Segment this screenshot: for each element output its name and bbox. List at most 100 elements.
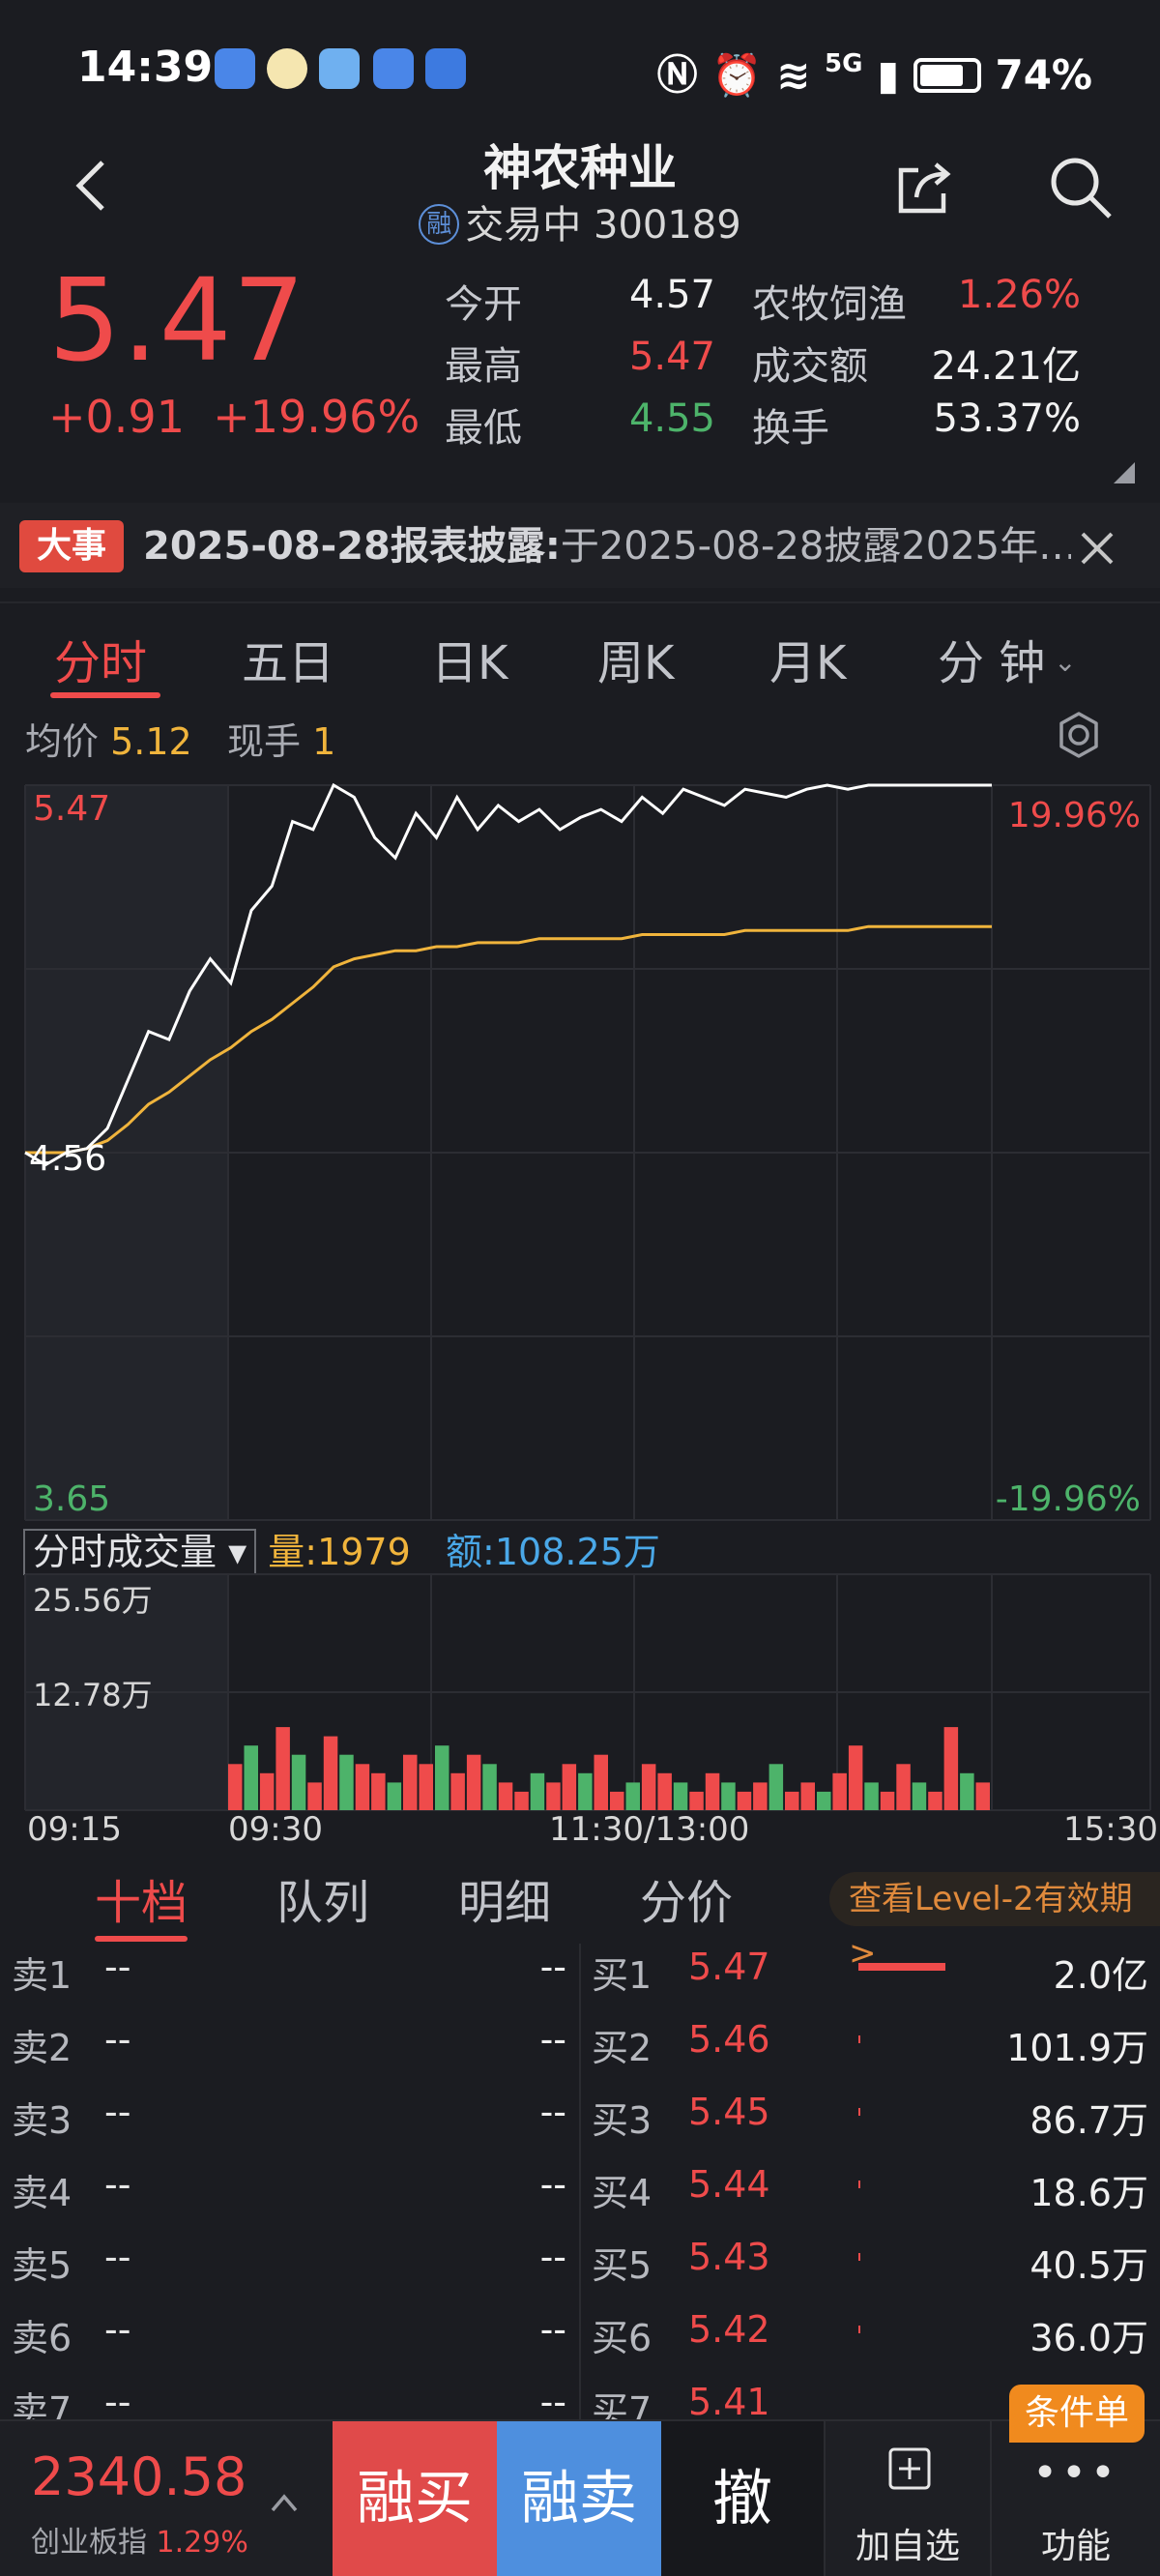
tab-monthly-k[interactable]: 月K xyxy=(769,636,847,690)
index-info: 创业板指 1.29% xyxy=(31,2518,248,2561)
tab-price-dist[interactable]: 分价 xyxy=(640,1876,734,1930)
tab-ten-levels[interactable]: 十档 xyxy=(95,1876,188,1930)
volume-chart[interactable]: 25.56万 12.78万 xyxy=(0,1566,1160,1818)
amt-value: 108.25万 xyxy=(494,1531,660,1573)
trade-status: 交易中 xyxy=(465,203,582,248)
honor-app-icon-2 xyxy=(373,48,414,89)
gear-icon[interactable] xyxy=(1054,710,1104,760)
ask-row-1[interactable]: 卖1 -- -- xyxy=(12,1946,566,2018)
bid-price: 5.45 xyxy=(688,2091,770,2133)
volume-bar xyxy=(864,1782,879,1810)
level2-button[interactable]: 查看Level-2有效期 > xyxy=(829,1872,1160,1973)
ask-row-2[interactable]: 卖2 -- -- xyxy=(12,2018,566,2091)
bid-row-1[interactable]: 买1 5.47 2.0亿 xyxy=(592,1946,1148,2018)
add-watchlist-button[interactable]: 加自选 xyxy=(824,2421,990,2576)
ask-row-3[interactable]: 卖3 -- -- xyxy=(12,2091,566,2163)
avg-label: 均价 xyxy=(25,720,100,763)
margin-sell-button[interactable]: 融卖 xyxy=(497,2421,661,2576)
ask-row-6[interactable]: 卖6 -- -- xyxy=(12,2308,566,2381)
tab-intraday[interactable]: 分时 xyxy=(54,636,148,690)
sector-label[interactable]: 农牧饲渔 xyxy=(752,282,907,327)
volume-bar xyxy=(975,1782,990,1810)
expand-quote-icon[interactable] xyxy=(1114,462,1135,483)
bid-row-6[interactable]: 买6 5.42 36.0万 xyxy=(592,2308,1148,2381)
hand-value: 1 xyxy=(312,720,336,763)
news-text[interactable]: 2025-08-28报表披露:于2025-08-28披露2025年… xyxy=(143,520,1071,572)
search-icon[interactable] xyxy=(1046,153,1116,222)
price-line xyxy=(24,782,992,1167)
bid-level-label: 买3 xyxy=(592,2099,652,2142)
clock-app-icon xyxy=(267,48,307,89)
tab-minute[interactable]: 分 钟 ⌄ xyxy=(938,625,1077,692)
bid-volume-bar xyxy=(858,2253,860,2261)
ask-row-5[interactable]: 卖5 -- -- xyxy=(12,2236,566,2308)
close-icon[interactable] xyxy=(1075,526,1119,571)
conditional-order-badge[interactable]: 条件单 xyxy=(1009,2385,1146,2443)
current-price: 5.47 xyxy=(48,253,306,387)
news-bar[interactable] xyxy=(0,503,1160,588)
volume-bar xyxy=(355,1764,370,1810)
share-icon[interactable] xyxy=(889,155,957,222)
battery-icon xyxy=(913,58,981,93)
hand-label: 现手 xyxy=(226,720,301,763)
volume-selector[interactable]: 分时成交量 ▾ xyxy=(23,1529,257,1575)
margin-buy-button[interactable]: 融买 xyxy=(333,2421,497,2576)
turnover-label: 换手 xyxy=(752,406,829,451)
wifi-icon: ≋ xyxy=(776,51,811,99)
tab-weekly-k[interactable]: 周K xyxy=(597,636,675,690)
bid-row-3[interactable]: 买3 5.45 86.7万 xyxy=(592,2091,1148,2163)
tab-queue[interactable]: 队列 xyxy=(276,1876,370,1930)
change-abs: +0.91 xyxy=(48,391,185,443)
news-body: 于2025-08-28披露2025年… xyxy=(560,524,1071,569)
ask-price: -- xyxy=(104,2236,131,2278)
amt-label: 额: xyxy=(446,1531,495,1573)
bid-volume-bar xyxy=(858,2181,860,2188)
amount-label: 成交额 xyxy=(752,344,868,389)
volume-bar xyxy=(848,1745,863,1810)
ask-row-4[interactable]: 卖4 -- -- xyxy=(12,2163,566,2236)
clean-app-icon xyxy=(425,48,466,89)
functions-label: 功能 xyxy=(1040,2527,1111,2566)
intraday-price-chart[interactable]: 5.47 4.56 3.65 19.96% -19.96% xyxy=(0,774,1160,1528)
volume-bar xyxy=(323,1736,338,1810)
cancel-order-button[interactable]: 撤 xyxy=(661,2421,824,2576)
bid-level-label: 买1 xyxy=(592,1954,652,1997)
volume-bar xyxy=(514,1791,529,1810)
bid-qty: 36.0万 xyxy=(1030,2317,1148,2359)
bid-row-4[interactable]: 买4 5.44 18.6万 xyxy=(592,2163,1148,2236)
low-label: 最低 xyxy=(445,406,522,451)
index-value[interactable]: 2340.58 xyxy=(31,2446,247,2507)
back-icon[interactable] xyxy=(66,157,124,215)
volume-bar xyxy=(562,1764,577,1810)
tab-five-day[interactable]: 五日 xyxy=(242,636,335,690)
bid-level-label: 买2 xyxy=(592,2027,652,2069)
volume-bar xyxy=(768,1764,784,1810)
bid-qty: 2.0亿 xyxy=(1053,1954,1148,1997)
functions-button[interactable]: ••• 功能 xyxy=(990,2421,1160,2576)
volume-bar xyxy=(435,1745,450,1810)
volume-bar xyxy=(673,1782,688,1810)
ask-row-7[interactable]: 卖7 -- -- xyxy=(12,2381,566,2453)
tab-detail[interactable]: 明细 xyxy=(458,1876,552,1930)
volume-bar xyxy=(594,1754,608,1810)
pct-tick-high: 19.96% xyxy=(1008,796,1141,835)
avg-row: 均价 5.12 现手 1 xyxy=(25,712,335,765)
time-label-0915: 09:15 xyxy=(27,1810,122,1849)
ask-price: -- xyxy=(104,2163,131,2206)
tab-minute-label: 分 钟 xyxy=(938,636,1046,690)
chevron-up-icon[interactable] xyxy=(267,2485,302,2520)
bid-qty: 86.7万 xyxy=(1030,2099,1148,2142)
news-tag: 大事 xyxy=(19,520,125,572)
volume-bar xyxy=(578,1772,593,1810)
avg-price-series xyxy=(25,924,992,1155)
stock-subtitle: 融交易中 300189 xyxy=(0,193,1160,249)
high-label: 最高 xyxy=(445,344,522,389)
bid-row-5[interactable]: 买5 5.43 40.5万 xyxy=(592,2236,1148,2308)
bid-row-2[interactable]: 买2 5.46 101.9万 xyxy=(592,2018,1148,2091)
change-pct: +19.96% xyxy=(213,391,420,443)
tab-daily-k[interactable]: 日K xyxy=(431,636,508,690)
network-label: 5G xyxy=(825,49,863,78)
vol-tick-high: 25.56万 xyxy=(33,1582,153,1619)
volume-bar xyxy=(785,1791,799,1810)
low-value: 4.55 xyxy=(628,396,715,441)
